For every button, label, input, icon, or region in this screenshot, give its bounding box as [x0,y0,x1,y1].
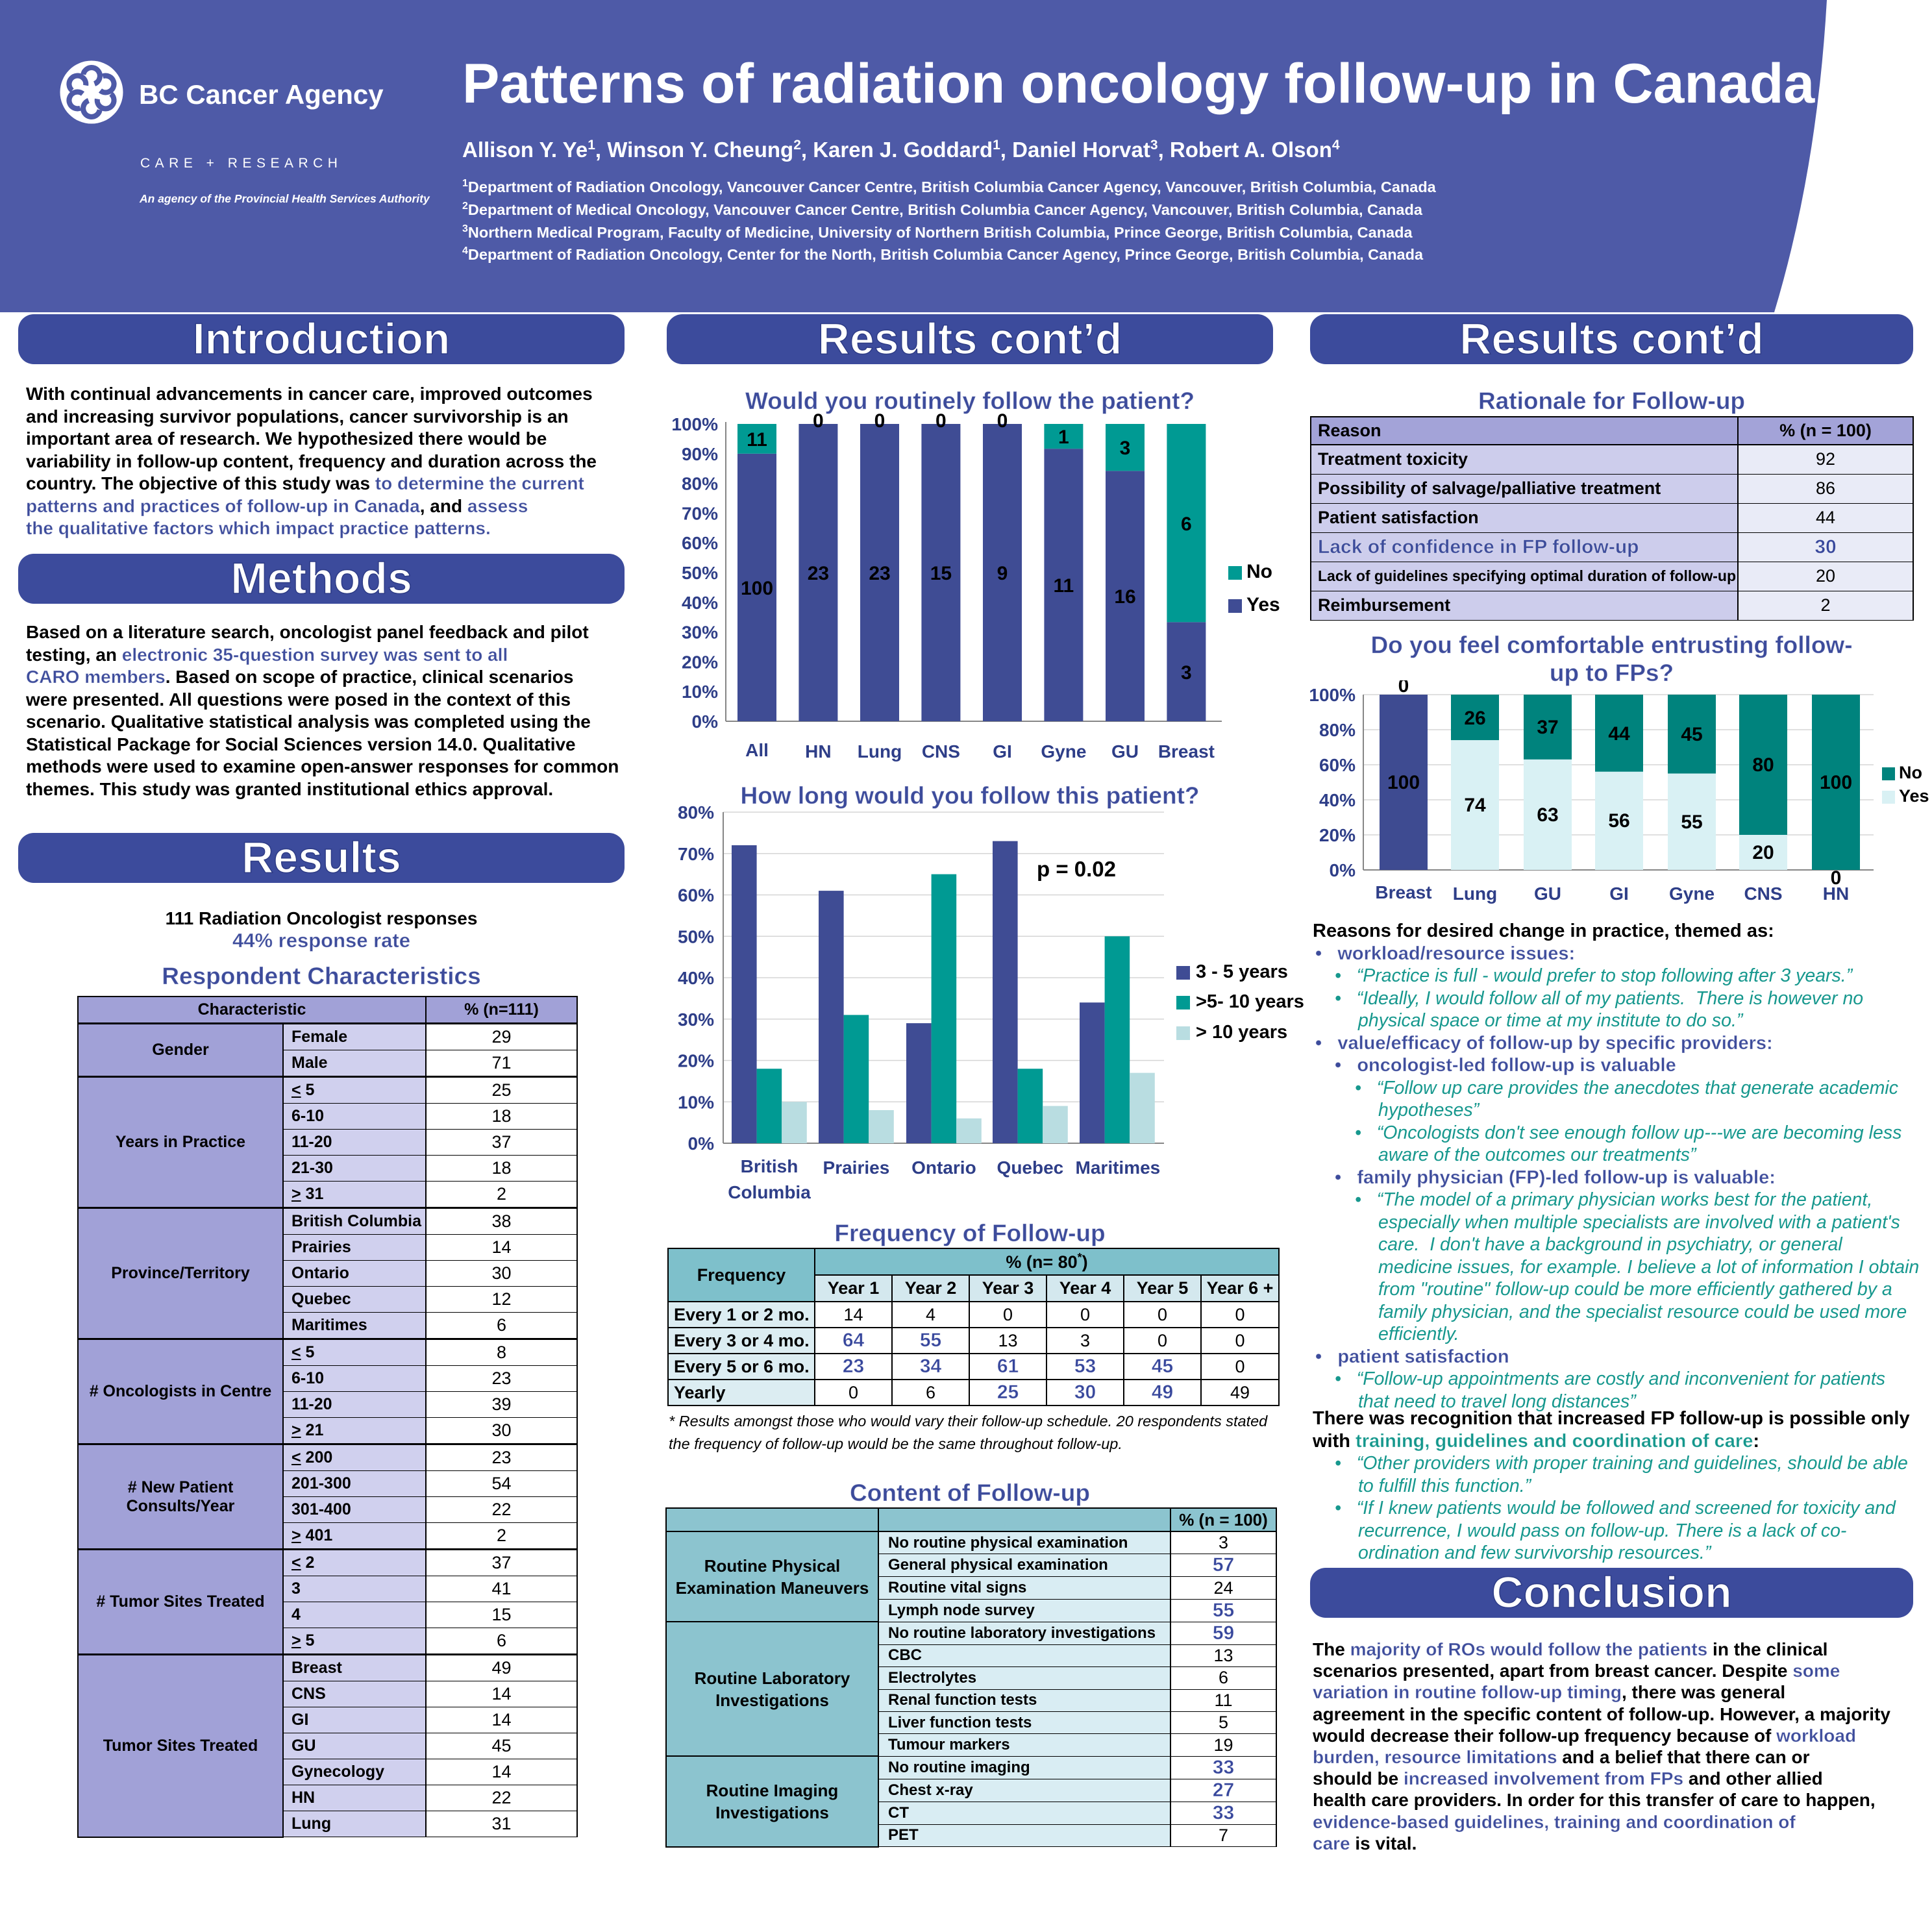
svg-text:100: 100 [741,578,773,599]
svg-text:0%: 0% [688,1133,715,1154]
svg-text:23: 23 [808,563,829,584]
svg-text:Gyne: Gyne [1041,741,1086,762]
svg-text:HN: HN [1823,884,1849,904]
svg-text:GU: GU [1534,884,1561,904]
svg-text:0: 0 [1398,680,1409,697]
svg-text:70%: 70% [678,844,714,864]
svg-text:Gyne: Gyne [1669,884,1715,904]
svg-text:80%: 80% [678,805,714,823]
svg-text:55: 55 [1681,811,1702,833]
svg-text:50%: 50% [682,563,718,583]
svg-text:10%: 10% [682,682,718,702]
svg-text:80%: 80% [682,474,718,494]
svg-text:Ontario: Ontario [911,1158,976,1178]
svg-text:0: 0 [1831,867,1842,889]
svg-text:HN: HN [805,741,831,762]
svg-text:GI: GI [1609,884,1629,904]
svg-text:56: 56 [1608,810,1629,832]
svg-text:0%: 0% [1330,860,1356,880]
svg-text:6: 6 [1181,514,1192,535]
svg-text:15: 15 [930,563,952,584]
svg-text:10%: 10% [678,1092,714,1112]
svg-text:74: 74 [1464,795,1486,816]
svg-text:40%: 40% [682,593,718,613]
svg-text:80%: 80% [1319,720,1356,740]
svg-text:26: 26 [1464,708,1485,729]
svg-text:3: 3 [1181,662,1192,684]
svg-text:16: 16 [1114,586,1135,608]
svg-text:Maritimes: Maritimes [1076,1158,1161,1178]
svg-text:37: 37 [1537,717,1558,738]
svg-text:GI: GI [993,741,1012,762]
svg-text:63: 63 [1537,804,1558,826]
svg-text:30%: 30% [682,623,718,643]
svg-text:Lung: Lung [1453,884,1497,904]
svg-text:GU: GU [1111,741,1139,762]
svg-text:CNS: CNS [1744,884,1782,904]
svg-text:> 10 years: > 10 years [1196,1022,1287,1043]
svg-text:Breast: Breast [1375,882,1431,902]
svg-text:44: 44 [1608,723,1630,745]
svg-text:90%: 90% [682,444,718,464]
svg-text:Breast: Breast [1158,741,1215,762]
svg-text:20%: 20% [1319,825,1356,845]
svg-text:3 - 5 years: 3 - 5 years [1196,961,1288,982]
svg-text:40%: 40% [678,968,714,988]
svg-text:60%: 60% [682,533,718,553]
svg-text:0: 0 [874,410,886,432]
svg-text:Prairies: Prairies [823,1158,890,1178]
svg-text:11: 11 [747,429,767,451]
svg-text:Quebec: Quebec [997,1158,1064,1178]
svg-text:9: 9 [997,563,1008,584]
svg-text:0: 0 [997,410,1008,432]
svg-text:0%: 0% [692,712,719,732]
svg-text:0: 0 [813,410,824,432]
svg-text:3: 3 [1120,438,1131,459]
svg-text:40%: 40% [1319,790,1356,810]
svg-text:No: No [1246,561,1272,582]
svg-text:CNS: CNS [922,741,960,762]
svg-text:100: 100 [1387,772,1420,793]
svg-text:p = 0.02: p = 0.02 [1037,857,1116,881]
svg-text:60%: 60% [678,886,714,906]
svg-text:60%: 60% [1319,755,1356,775]
svg-text:23: 23 [869,563,890,584]
svg-text:100%: 100% [671,414,718,434]
svg-text:0: 0 [935,410,947,432]
svg-text:All: All [745,740,769,760]
svg-text:Yes: Yes [1246,594,1280,615]
svg-text:20%: 20% [682,652,718,672]
svg-text:20%: 20% [678,1051,714,1071]
svg-text:50%: 50% [678,926,714,947]
svg-text:11: 11 [1054,575,1074,597]
svg-text:>5- 10 years: >5- 10 years [1196,991,1304,1012]
svg-text:100: 100 [1820,772,1852,793]
svg-text:1: 1 [1058,427,1069,448]
svg-text:70%: 70% [682,503,718,523]
svg-text:80: 80 [1752,754,1774,776]
svg-text:Yes: Yes [1899,786,1929,806]
svg-text:No: No [1899,763,1922,782]
svg-text:100%: 100% [1309,685,1356,705]
svg-text:Columbia: Columbia [728,1182,811,1202]
svg-text:British: British [741,1156,799,1176]
svg-text:Lung: Lung [858,741,902,762]
svg-text:30%: 30% [678,1009,714,1030]
svg-text:20: 20 [1752,842,1774,863]
svg-text:45: 45 [1681,724,1702,745]
